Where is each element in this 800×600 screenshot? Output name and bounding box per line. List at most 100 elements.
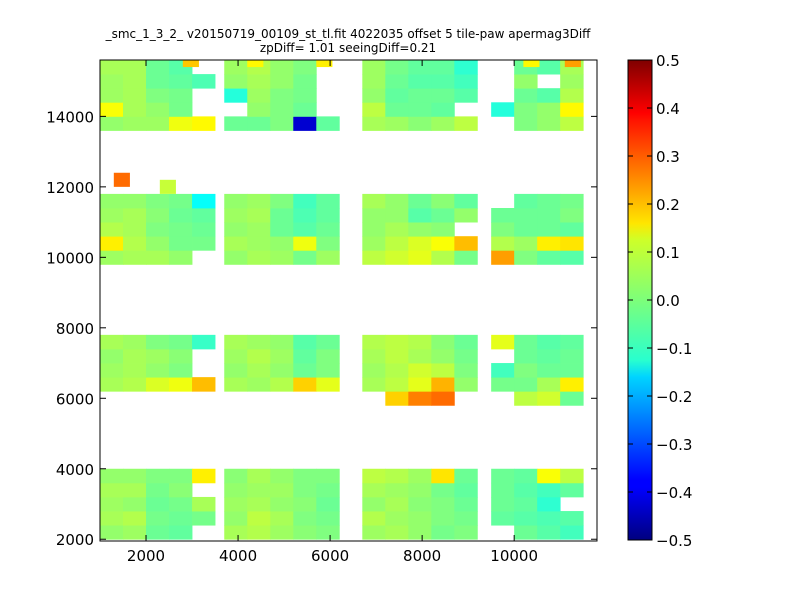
heatmap-cell: [224, 250, 248, 265]
heatmap-cell: [362, 222, 386, 237]
heatmap-cell: [293, 60, 317, 75]
heatmap-cell: [316, 116, 340, 131]
heatmap-cell: [431, 511, 455, 526]
heatmap-cell: [454, 482, 478, 498]
heatmap-cell: [408, 525, 432, 540]
heatmap-cell: [362, 60, 386, 75]
heatmap-cell: [123, 74, 147, 89]
heatmap-cell: [454, 74, 478, 89]
heatmap-cell: [146, 208, 170, 223]
heatmap-cell: [316, 363, 340, 378]
heatmap-cell: [560, 74, 584, 89]
heatmap-cell: [100, 236, 124, 251]
heatmap-cell: [560, 348, 584, 364]
heatmap-cell: [293, 236, 317, 251]
heatmap-cell: [316, 222, 340, 237]
heatmap-cell: [362, 482, 386, 498]
heatmap-cell: [224, 482, 248, 498]
heatmap-cell: [514, 116, 538, 131]
heatmap-cell: [270, 511, 294, 526]
heatmap-cell: [491, 334, 515, 350]
heatmap-cell: [408, 348, 432, 364]
heatmap-cell: [293, 116, 317, 131]
heatmap-cell: [123, 363, 147, 378]
heatmap-cell: [408, 334, 432, 350]
heatmap-cell: [385, 334, 409, 350]
heatmap-cell: [514, 496, 538, 512]
heatmap-cell: [169, 236, 193, 251]
heatmap-cell: [431, 348, 455, 364]
heatmap-cell: [408, 482, 432, 498]
heatmap-cell: [270, 334, 294, 350]
heatmap-cell: [192, 334, 216, 350]
heatmap-cell: [270, 74, 294, 89]
heatmap-cell: [537, 391, 561, 406]
heatmap-cell: [100, 363, 124, 378]
heatmap-cell: [293, 496, 317, 512]
heatmap-cell: [270, 482, 294, 498]
heatmap-cell: [100, 511, 124, 526]
heatmap-cell: [316, 348, 340, 364]
heatmap-cell: [270, 208, 294, 223]
heatmap-cell: [537, 377, 561, 392]
heatmap-cell: [169, 348, 193, 364]
heatmap-cells: [100, 60, 584, 540]
heatmap-cell: [408, 60, 432, 75]
heatmap-cell: [146, 236, 170, 251]
heatmap-cell: [431, 250, 455, 265]
heatmap-cell: [224, 511, 248, 526]
heatmap-cell: [431, 236, 455, 251]
heatmap-cell: [270, 363, 294, 378]
heatmap-cell: [192, 496, 216, 512]
heatmap-cell: [454, 193, 478, 209]
heatmap-cell: [146, 511, 170, 526]
heatmap-cell: [270, 60, 294, 75]
heatmap-cell: [560, 193, 584, 209]
heatmap-cell: [224, 334, 248, 350]
heatmap-cell: [385, 377, 409, 392]
heatmap-cell: [560, 222, 584, 237]
heatmap-cell: [408, 116, 432, 131]
heatmap-cell: [362, 208, 386, 223]
heatmap-cell: [362, 496, 386, 512]
heatmap-cell: [385, 208, 409, 223]
heatmap-cell: [192, 74, 216, 89]
heatmap-cell: [385, 60, 409, 75]
heatmap-cell: [192, 236, 216, 251]
heatmap-cell: [146, 116, 170, 131]
heatmap-cell: [491, 496, 515, 512]
chart-title-line1: _smc_1_3_2_ v20150719_00109_st_tl.fit 40…: [105, 27, 592, 41]
heatmap-cell: [560, 511, 584, 526]
heatmap-cell: [385, 348, 409, 364]
heatmap-cell: [537, 116, 561, 131]
heatmap-cell: [491, 363, 515, 378]
y-tick-label: 6000: [56, 390, 94, 408]
heatmap-cell: [293, 334, 317, 350]
heatmap-cell: [293, 525, 317, 540]
heatmap-cell: [293, 193, 317, 209]
heatmap-cell: [247, 60, 264, 68]
heatmap-cell: [192, 222, 216, 237]
heatmap-cell: [385, 363, 409, 378]
heatmap-cell: [316, 511, 340, 526]
heatmap-cell: [100, 208, 124, 223]
heatmap-cell: [316, 525, 340, 540]
heatmap-cell: [123, 102, 147, 117]
heatmap-cell: [123, 88, 147, 103]
heatmap-cell: [537, 236, 561, 251]
heatmap-cell: [362, 102, 386, 117]
heatmap-cell: [491, 208, 515, 223]
heatmap-cell: [192, 193, 216, 209]
heatmap-cell: [224, 525, 248, 540]
heatmap-cell: [247, 334, 271, 350]
heatmap-cell: [247, 193, 271, 209]
heatmap-cell: [247, 88, 271, 103]
heatmap-cell: [224, 208, 248, 223]
heatmap-cell: [293, 74, 317, 89]
heatmap-cell: [454, 334, 478, 350]
heatmap-cell: [454, 60, 478, 75]
colorbar-tick-label: 0.1: [656, 244, 680, 262]
heatmap-cell: [316, 250, 340, 265]
heatmap-cell: [100, 116, 124, 131]
